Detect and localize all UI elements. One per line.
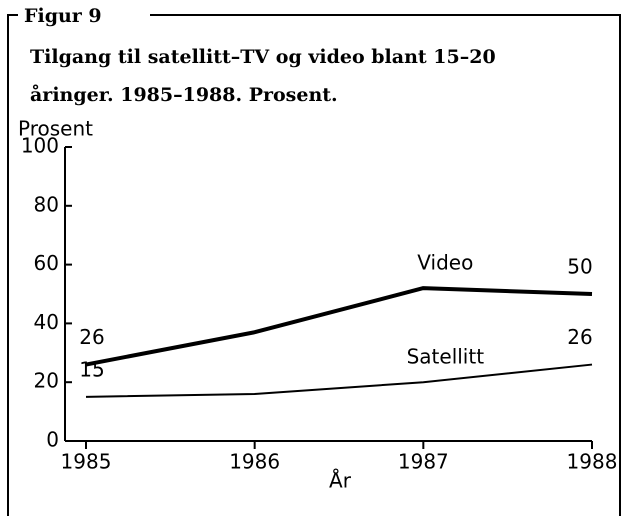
frame [7,14,621,516]
series-label: Video [417,251,473,275]
x-tick-label: 1988 [567,450,618,474]
figure-label: Figur 9 [24,5,102,27]
y-tick-label: 80 [34,192,59,216]
y-tick-label: 100 [21,134,59,158]
series-line [85,286,593,367]
x-axis-label: År [329,469,352,493]
x-tick-label: 1986 [229,450,280,474]
x-tick-label: 1987 [398,450,449,474]
series-line [85,363,593,398]
y-axis-label: Prosent [18,117,93,141]
y-tick-label: 40 [34,310,59,334]
series-label: Satellitt [407,345,485,369]
data-label: 50 [567,255,592,279]
data-label: 26 [567,325,592,349]
y-tick-label: 20 [34,369,59,393]
data-label: 26 [79,325,104,349]
x-tick-label: 1985 [61,450,112,474]
chart-title: Tilgang til satellitt–TV og video blant … [30,46,496,68]
y-tick-label: 0 [46,428,59,452]
y-tick-label: 60 [34,251,59,275]
data-label: 15 [79,357,104,381]
chart-title: åringer. 1985–1988. Prosent. [30,83,338,106]
